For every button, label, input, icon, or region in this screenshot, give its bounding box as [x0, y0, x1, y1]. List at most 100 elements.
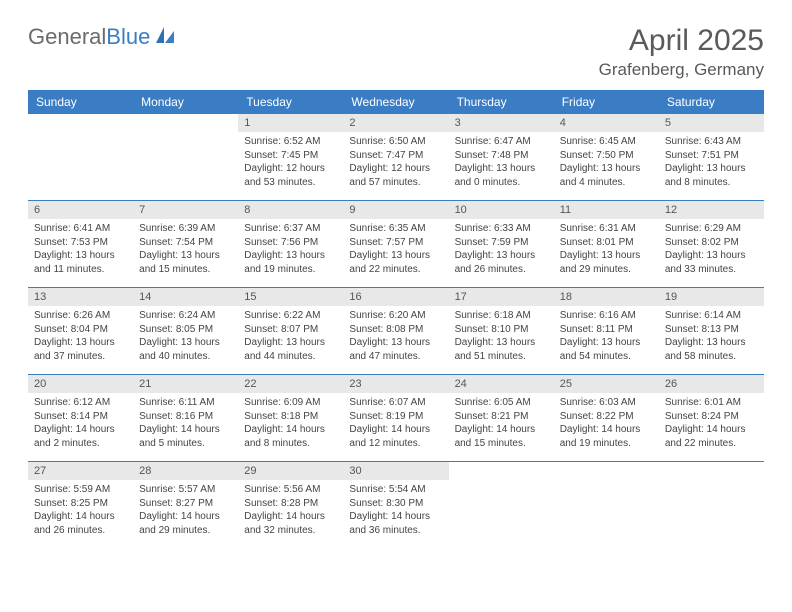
- day-number: 11: [554, 201, 659, 219]
- sunset-text: Sunset: 8:11 PM: [560, 323, 653, 337]
- sunset-text: Sunset: 8:22 PM: [560, 410, 653, 424]
- sunset-text: Sunset: 8:16 PM: [139, 410, 232, 424]
- weekday-saturday: Saturday: [659, 90, 764, 114]
- sunrise-text: Sunrise: 6:20 AM: [349, 309, 442, 323]
- sunrise-text: Sunrise: 5:54 AM: [349, 483, 442, 497]
- daylight-text: Daylight: 14 hours and 5 minutes.: [139, 423, 232, 450]
- day-number: 10: [449, 201, 554, 219]
- day-body: Sunrise: 6:47 AMSunset: 7:48 PMDaylight:…: [449, 132, 554, 195]
- day-body: Sunrise: 6:26 AMSunset: 8:04 PMDaylight:…: [28, 306, 133, 369]
- sunset-text: Sunset: 7:56 PM: [244, 236, 337, 250]
- daylight-text: Daylight: 14 hours and 19 minutes.: [560, 423, 653, 450]
- daylight-text: Daylight: 13 hours and 11 minutes.: [34, 249, 127, 276]
- daylight-text: Daylight: 13 hours and 4 minutes.: [560, 162, 653, 189]
- day-body: Sunrise: 6:45 AMSunset: 7:50 PMDaylight:…: [554, 132, 659, 195]
- day-number: 24: [449, 375, 554, 393]
- day-cell: 29Sunrise: 5:56 AMSunset: 8:28 PMDayligh…: [238, 462, 343, 548]
- month-title: April 2025: [599, 24, 764, 58]
- day-number: 20: [28, 375, 133, 393]
- sunrise-text: Sunrise: 6:14 AM: [665, 309, 758, 323]
- daylight-text: Daylight: 14 hours and 12 minutes.: [349, 423, 442, 450]
- daylight-text: Daylight: 13 hours and 19 minutes.: [244, 249, 337, 276]
- sunrise-text: Sunrise: 6:37 AM: [244, 222, 337, 236]
- day-cell: [28, 114, 133, 200]
- day-number: 8: [238, 201, 343, 219]
- day-cell: 4Sunrise: 6:45 AMSunset: 7:50 PMDaylight…: [554, 114, 659, 200]
- sunrise-text: Sunrise: 6:11 AM: [139, 396, 232, 410]
- day-cell: 17Sunrise: 6:18 AMSunset: 8:10 PMDayligh…: [449, 288, 554, 374]
- day-body: Sunrise: 6:01 AMSunset: 8:24 PMDaylight:…: [659, 393, 764, 456]
- calendar: Sunday Monday Tuesday Wednesday Thursday…: [28, 90, 764, 548]
- week-row: 6Sunrise: 6:41 AMSunset: 7:53 PMDaylight…: [28, 200, 764, 287]
- calendar-page: GeneralBlue April 2025 Grafenberg, Germa…: [0, 0, 792, 548]
- daylight-text: Daylight: 13 hours and 40 minutes.: [139, 336, 232, 363]
- day-number: 30: [343, 462, 448, 480]
- day-number: 6: [28, 201, 133, 219]
- sunset-text: Sunset: 8:18 PM: [244, 410, 337, 424]
- sunset-text: Sunset: 8:27 PM: [139, 497, 232, 511]
- day-number: 2: [343, 114, 448, 132]
- sunrise-text: Sunrise: 6:45 AM: [560, 135, 653, 149]
- daylight-text: Daylight: 13 hours and 22 minutes.: [349, 249, 442, 276]
- sunrise-text: Sunrise: 6:29 AM: [665, 222, 758, 236]
- day-cell: 8 Sunrise: 6:37 AMSunset: 7:56 PMDaylight…: [238, 201, 343, 287]
- daylight-text: Daylight: 13 hours and 54 minutes.: [560, 336, 653, 363]
- sunrise-text: Sunrise: 6:07 AM: [349, 396, 442, 410]
- day-number: 18: [554, 288, 659, 306]
- logo-text: GeneralBlue: [28, 24, 150, 50]
- day-cell: 12Sunrise: 6:29 AMSunset: 8:02 PMDayligh…: [659, 201, 764, 287]
- day-body: Sunrise: 6:39 AMSunset: 7:54 PMDaylight:…: [133, 219, 238, 282]
- sunset-text: Sunset: 8:13 PM: [665, 323, 758, 337]
- week-row: 20Sunrise: 6:12 AMSunset: 8:14 PMDayligh…: [28, 374, 764, 461]
- week-row: 13Sunrise: 6:26 AMSunset: 8:04 PMDayligh…: [28, 287, 764, 374]
- day-number: 3: [449, 114, 554, 132]
- day-cell: 6Sunrise: 6:41 AMSunset: 7:53 PMDaylight…: [28, 201, 133, 287]
- sunrise-text: Sunrise: 6:01 AM: [665, 396, 758, 410]
- location: Grafenberg, Germany: [599, 60, 764, 80]
- day-body: Sunrise: 6:33 AMSunset: 7:59 PMDaylight:…: [449, 219, 554, 282]
- day-cell: 14Sunrise: 6:24 AMSunset: 8:05 PMDayligh…: [133, 288, 238, 374]
- sunrise-text: Sunrise: 6:35 AM: [349, 222, 442, 236]
- sunset-text: Sunset: 7:59 PM: [455, 236, 548, 250]
- week-row: 1Sunrise: 6:52 AMSunset: 7:45 PMDaylight…: [28, 114, 764, 200]
- weekday-monday: Monday: [133, 90, 238, 114]
- day-cell: 22Sunrise: 6:09 AMSunset: 8:18 PMDayligh…: [238, 375, 343, 461]
- sunset-text: Sunset: 8:21 PM: [455, 410, 548, 424]
- day-cell: 21Sunrise: 6:11 AMSunset: 8:16 PMDayligh…: [133, 375, 238, 461]
- daylight-text: Daylight: 14 hours and 29 minutes.: [139, 510, 232, 537]
- sunrise-text: Sunrise: 6:41 AM: [34, 222, 127, 236]
- sunset-text: Sunset: 8:07 PM: [244, 323, 337, 337]
- day-number: 7: [133, 201, 238, 219]
- day-body: Sunrise: 6:31 AMSunset: 8:01 PMDaylight:…: [554, 219, 659, 282]
- daylight-text: Daylight: 13 hours and 29 minutes.: [560, 249, 653, 276]
- day-body: Sunrise: 6:20 AMSunset: 8:08 PMDaylight:…: [343, 306, 448, 369]
- day-body: Sunrise: 6:14 AMSunset: 8:13 PMDaylight:…: [659, 306, 764, 369]
- day-number: 14: [133, 288, 238, 306]
- sunset-text: Sunset: 8:01 PM: [560, 236, 653, 250]
- day-cell: [554, 462, 659, 548]
- day-body: Sunrise: 6:12 AMSunset: 8:14 PMDaylight:…: [28, 393, 133, 456]
- daylight-text: Daylight: 13 hours and 26 minutes.: [455, 249, 548, 276]
- day-body: Sunrise: 6:07 AMSunset: 8:19 PMDaylight:…: [343, 393, 448, 456]
- day-number: 26: [659, 375, 764, 393]
- day-body: Sunrise: 6:43 AMSunset: 7:51 PMDaylight:…: [659, 132, 764, 195]
- weekday-wednesday: Wednesday: [343, 90, 448, 114]
- weekday-tuesday: Tuesday: [238, 90, 343, 114]
- sunset-text: Sunset: 8:24 PM: [665, 410, 758, 424]
- day-number: 23: [343, 375, 448, 393]
- sunset-text: Sunset: 8:08 PM: [349, 323, 442, 337]
- day-number: 22: [238, 375, 343, 393]
- sunset-text: Sunset: 7:47 PM: [349, 149, 442, 163]
- logo-text-gray: General: [28, 24, 106, 49]
- day-body: Sunrise: 6:50 AMSunset: 7:47 PMDaylight:…: [343, 132, 448, 195]
- sunrise-text: Sunrise: 6:16 AM: [560, 309, 653, 323]
- logo-sail-icon: [154, 25, 176, 50]
- sunrise-text: Sunrise: 6:03 AM: [560, 396, 653, 410]
- daylight-text: Daylight: 14 hours and 8 minutes.: [244, 423, 337, 450]
- day-cell: 16Sunrise: 6:20 AMSunset: 8:08 PMDayligh…: [343, 288, 448, 374]
- day-number: 9: [343, 201, 448, 219]
- daylight-text: Daylight: 12 hours and 53 minutes.: [244, 162, 337, 189]
- daylight-text: Daylight: 14 hours and 2 minutes.: [34, 423, 127, 450]
- day-cell: 9Sunrise: 6:35 AMSunset: 7:57 PMDaylight…: [343, 201, 448, 287]
- day-body: Sunrise: 6:03 AMSunset: 8:22 PMDaylight:…: [554, 393, 659, 456]
